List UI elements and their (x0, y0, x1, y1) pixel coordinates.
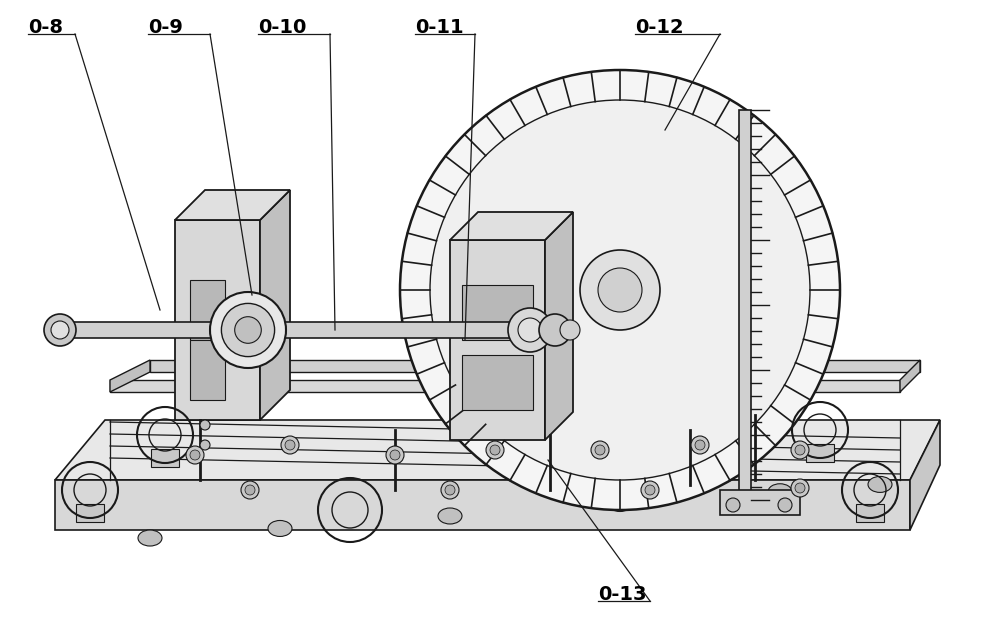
Text: 0-11: 0-11 (415, 18, 464, 37)
Polygon shape (150, 360, 920, 372)
Ellipse shape (235, 317, 261, 343)
Polygon shape (190, 280, 225, 340)
Polygon shape (450, 240, 545, 440)
Ellipse shape (598, 268, 642, 312)
Bar (151, 449, 179, 467)
Ellipse shape (221, 303, 275, 357)
Ellipse shape (768, 484, 792, 500)
Text: 0-13: 0-13 (598, 585, 646, 604)
Polygon shape (60, 322, 530, 338)
Ellipse shape (400, 70, 840, 510)
Text: 0-9: 0-9 (148, 18, 183, 37)
Ellipse shape (285, 440, 295, 450)
Polygon shape (175, 190, 290, 220)
Polygon shape (260, 190, 290, 420)
Ellipse shape (138, 530, 162, 546)
Ellipse shape (441, 481, 459, 499)
Ellipse shape (641, 481, 659, 499)
Bar (856, 504, 884, 522)
Ellipse shape (490, 445, 500, 455)
Ellipse shape (795, 445, 805, 455)
Bar (76, 504, 104, 522)
Ellipse shape (445, 485, 455, 495)
Ellipse shape (645, 485, 655, 495)
Ellipse shape (200, 420, 210, 430)
Polygon shape (175, 220, 260, 420)
Ellipse shape (268, 521, 292, 536)
Ellipse shape (791, 479, 809, 497)
Polygon shape (545, 212, 573, 440)
Polygon shape (910, 420, 940, 530)
Ellipse shape (595, 445, 605, 455)
Ellipse shape (281, 436, 299, 454)
Ellipse shape (430, 100, 810, 480)
Ellipse shape (390, 450, 400, 460)
Ellipse shape (691, 436, 709, 454)
Ellipse shape (51, 321, 69, 339)
Polygon shape (739, 110, 751, 500)
Polygon shape (450, 212, 573, 240)
Ellipse shape (695, 440, 705, 450)
Polygon shape (55, 420, 940, 480)
Ellipse shape (580, 250, 660, 330)
Ellipse shape (608, 496, 632, 511)
Ellipse shape (795, 483, 805, 493)
Ellipse shape (241, 481, 259, 499)
Polygon shape (900, 360, 920, 392)
Ellipse shape (438, 508, 462, 524)
Ellipse shape (44, 314, 76, 346)
Polygon shape (190, 340, 225, 400)
Polygon shape (55, 480, 910, 530)
Ellipse shape (560, 320, 580, 340)
Ellipse shape (386, 446, 404, 464)
Ellipse shape (186, 446, 204, 464)
Text: 0-12: 0-12 (635, 18, 684, 37)
Polygon shape (110, 380, 900, 392)
Ellipse shape (508, 308, 552, 352)
Ellipse shape (726, 498, 740, 512)
Text: 0-10: 0-10 (258, 18, 306, 37)
Ellipse shape (591, 441, 609, 459)
Ellipse shape (486, 441, 504, 459)
Ellipse shape (190, 450, 200, 460)
Ellipse shape (245, 485, 255, 495)
Bar (806, 444, 834, 462)
Text: 0-8: 0-8 (28, 18, 63, 37)
Polygon shape (462, 285, 533, 340)
Ellipse shape (518, 318, 542, 342)
Ellipse shape (210, 292, 286, 368)
Polygon shape (720, 490, 800, 515)
Ellipse shape (868, 476, 892, 492)
Polygon shape (462, 355, 533, 410)
Ellipse shape (778, 498, 792, 512)
Ellipse shape (539, 314, 571, 346)
Ellipse shape (200, 440, 210, 450)
Polygon shape (110, 360, 150, 392)
Ellipse shape (791, 441, 809, 459)
